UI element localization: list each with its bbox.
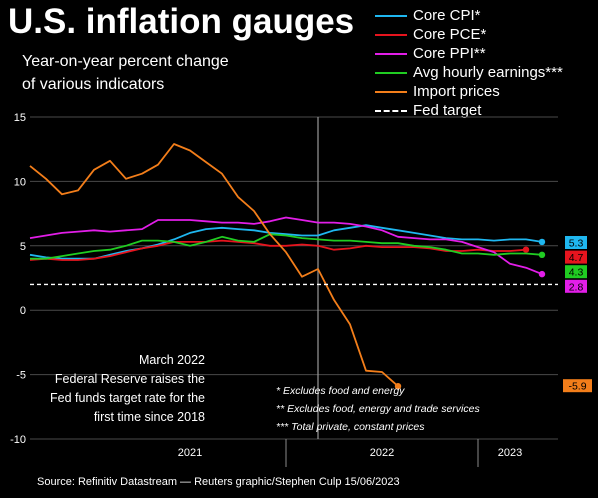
subtitle-line-1: Year-on-year percent change	[22, 53, 229, 70]
fed-hike-annotation: March 2022 Federal Reserve raises the Fe…	[50, 353, 205, 424]
footnotes: * Excludes food and energy ** Excludes f…	[276, 385, 480, 433]
subtitle-line-2: of various indicators	[22, 76, 165, 93]
y-tick-label: -5	[16, 370, 26, 382]
annotation-line-3: Fed funds target rate for the	[50, 391, 205, 405]
legend-swatch-import-prices	[375, 90, 407, 93]
series-end-point	[538, 238, 546, 246]
legend-item-import-prices: Import prices	[375, 82, 563, 101]
chart-title: U.S. inflation gauges	[8, 2, 355, 41]
legend-swatch-core-ppi	[375, 52, 407, 55]
series-line	[29, 143, 399, 387]
end-value-tag	[565, 265, 587, 279]
series-line	[29, 239, 527, 261]
end-value-tag	[565, 250, 587, 264]
end-value-label: 5.3	[569, 238, 584, 250]
source-credit: Source: Refinitiv Datastream — Reuters g…	[37, 476, 400, 488]
footnote-1: * Excludes food and energy	[276, 385, 405, 397]
annotation-line-1: March 2022	[139, 353, 205, 367]
footnote-3: *** Total private, constant prices	[276, 421, 425, 433]
legend-item-core-ppi: Core PPI**	[375, 44, 563, 63]
y-tick-label: 5	[20, 241, 26, 253]
y-tick-label: 10	[14, 176, 26, 188]
legend-label-fed-target: Fed target	[413, 102, 482, 119]
end-label-layer: 5.3 4.7 2.8 4.3 -5.9	[563, 236, 592, 393]
legend-label-core-pce: Core PCE*	[413, 26, 487, 43]
series-line	[29, 216, 543, 275]
legend-item-core-cpi: Core CPI*	[375, 6, 563, 25]
legend-item-fed-target: Fed target	[375, 101, 563, 120]
legend-label-core-cpi: Core CPI*	[413, 7, 481, 24]
x-tick-label: 2021	[178, 447, 202, 459]
end-value-label: 2.8	[569, 281, 584, 293]
end-value-label: 4.7	[569, 252, 584, 264]
end-value-label: 4.3	[569, 267, 584, 279]
series-end-point	[522, 246, 530, 253]
y-tick-label: 15	[14, 112, 26, 124]
y-tick-label: 0	[20, 305, 26, 317]
footnote-2: ** Excludes food, energy and trade servi…	[276, 403, 480, 415]
legend-swatch-core-pce	[375, 33, 407, 36]
legend-swatch-avg-hourly-earnings	[375, 71, 407, 74]
legend-label-import-prices: Import prices	[413, 83, 500, 100]
axis-layer: -10 -5 0 5 10 15 2021 2022 2023	[10, 112, 522, 459]
series-end-point	[538, 251, 546, 259]
legend-label-avg-hourly-earnings: Avg hourly earnings***	[413, 64, 563, 81]
legend-swatch-fed-target	[375, 109, 407, 112]
series-end-point	[538, 270, 546, 278]
chart-subtitle: Year-on-year percent change of various i…	[22, 50, 282, 96]
annotation-line-4: first time since 2018	[94, 410, 205, 424]
end-value-tag	[565, 279, 587, 293]
series-line	[29, 224, 543, 260]
series-end-point	[394, 382, 402, 390]
legend-item-core-pce: Core PCE*	[375, 25, 563, 44]
end-value-tag	[563, 379, 592, 393]
annotation-line-2: Federal Reserve raises the	[55, 372, 205, 386]
end-value-tag	[565, 236, 587, 249]
x-tick-label: 2023	[498, 447, 522, 459]
legend-item-avg-hourly-earnings: Avg hourly earnings***	[375, 63, 563, 82]
series-line	[30, 233, 543, 260]
series-layer	[29, 143, 558, 390]
end-value-label: -5.9	[568, 381, 586, 393]
legend-label-core-ppi: Core PPI**	[413, 45, 486, 62]
legend-swatch-core-cpi	[375, 14, 407, 17]
y-tick-label: -10	[10, 434, 26, 446]
x-tick-label: 2022	[370, 447, 394, 459]
chart-legend: Core CPI* Core PCE* Core PPI** Avg hourl…	[375, 6, 563, 120]
